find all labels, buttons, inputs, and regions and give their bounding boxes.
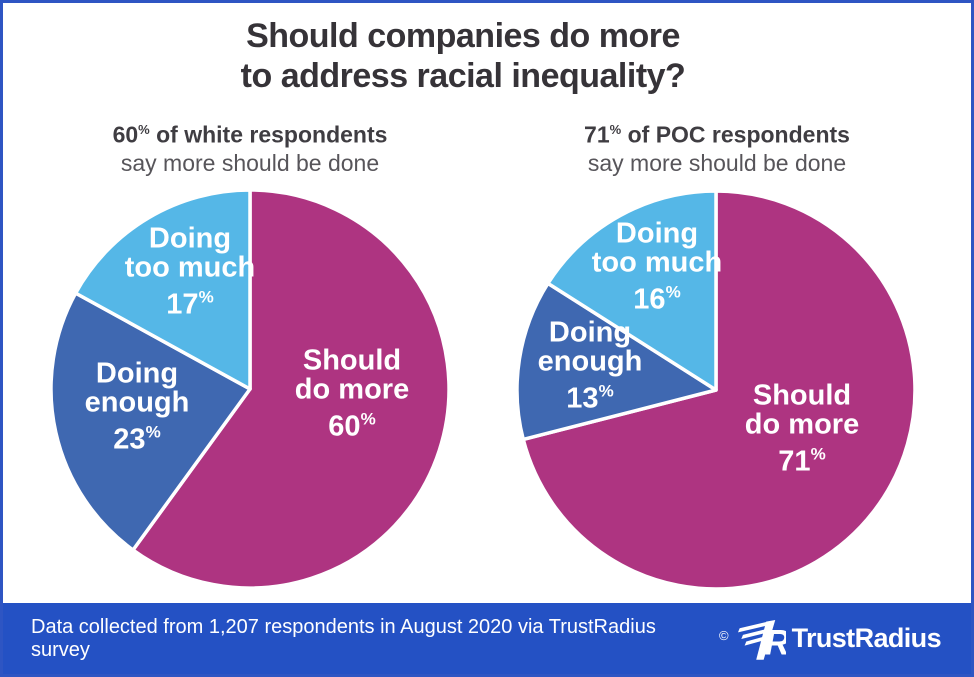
label-value: 17%: [125, 283, 256, 320]
label-line: enough: [537, 345, 643, 378]
slice-label-white-should-do-more: Should do more 60%: [294, 344, 410, 442]
pie-slice-doing-too-much: [546, 189, 718, 392]
chart-title: Should companies do more to address raci…: [3, 16, 923, 96]
label-line: Should: [302, 344, 402, 377]
label-value: 60%: [295, 405, 409, 442]
value-number: 13: [566, 382, 599, 415]
stat-text: of white respondents: [149, 121, 388, 148]
slice-label-white-doing-enough: Doing enough 23%: [84, 357, 190, 455]
label-value: 23%: [85, 418, 190, 455]
label-line: Doing: [148, 222, 232, 255]
label-line: too much: [124, 251, 256, 284]
pie-slice-doing-enough: [515, 281, 718, 442]
slice-label-poc-doing-too-much: Doing too much 16%: [591, 217, 723, 315]
pie-slice-should-do-more: [131, 188, 451, 590]
label-line: do more: [744, 408, 860, 441]
subtitle-poc-stat-line: 71% of POC respondents: [507, 116, 927, 149]
stat-text: of POC respondents: [621, 121, 850, 148]
subtitle-poc-line2: say more should be done: [587, 149, 847, 176]
label-line: Doing: [615, 217, 699, 250]
percent-sign: %: [138, 122, 150, 137]
slice-label-poc-should-do-more: Should do more 71%: [744, 379, 860, 477]
percent-sign: %: [810, 444, 826, 464]
trustradius-tr-monogram-icon: R: [737, 619, 786, 660]
subtitle-white-line2: say more should be done: [120, 149, 380, 176]
pie-charts-svg: [49, 188, 917, 591]
percent-sign: %: [609, 122, 622, 137]
percent-sign: %: [145, 422, 161, 442]
label-line: too much: [591, 246, 723, 279]
label-line: Doing: [95, 357, 179, 390]
subtitle-poc-respondents: 71% of POC respondents say more should b…: [507, 116, 927, 177]
label-value: 13%: [538, 377, 643, 414]
slice-label-white-doing-too-much: Doing too much 17%: [124, 222, 256, 320]
percent-sign: %: [665, 282, 681, 302]
stat-number: 60: [112, 121, 139, 148]
label-line: do more: [294, 373, 410, 406]
pie-slice-should-do-more: [521, 189, 917, 591]
chart-title-line1: Should companies do more: [246, 17, 680, 55]
value-number: 17: [166, 288, 199, 321]
label-line: Doing: [548, 316, 632, 349]
trustradius-wordmark: TrustRadius: [791, 623, 942, 653]
pie-slice-doing-enough: [49, 291, 252, 552]
label-value: 16%: [592, 278, 723, 315]
label-line: Should: [752, 379, 852, 412]
footer-bar: Data collected from 1,207 respondents in…: [3, 603, 971, 674]
value-number: 71: [778, 445, 811, 478]
label-line: enough: [84, 386, 190, 419]
percent-sign: %: [598, 381, 614, 401]
trustradius-brand: © R TrustRadius: [718, 618, 942, 660]
value-number: 60: [328, 410, 361, 443]
chart-title-line2: to address racial inequality?: [240, 57, 686, 95]
copyright-symbol: ©: [718, 627, 729, 643]
value-number: 16: [633, 283, 666, 316]
subtitle-white-stat-line: 60% of white respondents: [40, 116, 460, 149]
percent-sign: %: [360, 409, 376, 429]
pie-slice-doing-too-much: [73, 188, 252, 391]
label-value: 71%: [745, 440, 859, 477]
subtitle-white-respondents: 60% of white respondents say more should…: [40, 116, 460, 177]
value-number: 23: [113, 423, 146, 456]
footer-source-text: Data collected from 1,207 respondents in…: [31, 615, 656, 661]
svg-text:R: R: [764, 624, 786, 659]
slice-label-poc-doing-enough: Doing enough 13%: [537, 316, 643, 414]
stat-number: 71: [584, 121, 610, 148]
percent-sign: %: [198, 287, 214, 307]
